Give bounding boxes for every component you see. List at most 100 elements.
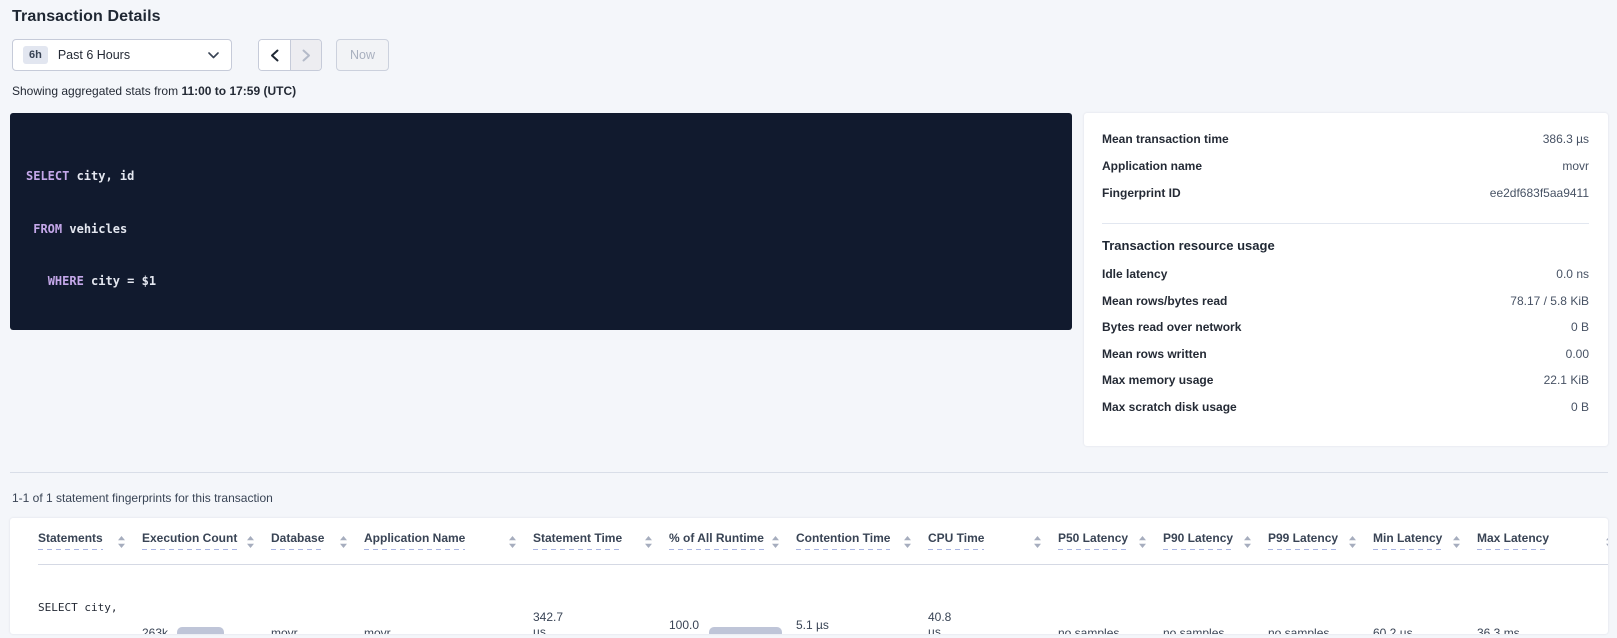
chevron-left-icon — [270, 49, 279, 62]
database-cell: movr — [271, 564, 364, 634]
summary-label: Max memory usage — [1102, 373, 1214, 387]
sort-icon[interactable] — [644, 536, 653, 548]
summary-row: Mean transaction time 386.3 µs — [1102, 132, 1589, 159]
statements-table-card: Statements Execution Count Database Appl… — [10, 518, 1608, 634]
summary-label: Mean rows written — [1102, 346, 1207, 361]
time-range-badge: 6h — [23, 46, 48, 64]
summary-value: 0.00 — [1565, 346, 1589, 361]
sort-icon[interactable] — [1243, 536, 1252, 548]
statements-table: Statements Execution Count Database Appl… — [38, 518, 1608, 634]
sort-icon[interactable] — [1138, 536, 1147, 548]
statement-time-unit: µs — [533, 625, 546, 634]
summary-label: Fingerprint ID — [1102, 186, 1181, 200]
statement-time-value: 342.7 — [533, 610, 564, 624]
statement-link[interactable]: SELECT city, id FROM… — [38, 600, 118, 614]
section-divider — [10, 472, 1608, 473]
column-header-pct-runtime[interactable]: % of All Runtime — [669, 518, 796, 565]
previous-interval-button[interactable] — [259, 40, 290, 70]
column-header-p99-latency[interactable]: P99 Latency — [1268, 518, 1373, 565]
aggregation-range-value: 11:00 to 17:59 (UTC) — [181, 84, 297, 98]
execution-count-cell: 263k — [142, 564, 271, 634]
statement-time-cell: 342.7 µs — [533, 564, 669, 634]
sort-icon[interactable] — [771, 536, 780, 548]
chevron-right-icon — [302, 49, 311, 62]
summary-label: Max scratch disk usage — [1102, 399, 1237, 414]
now-button[interactable]: Now — [336, 39, 390, 71]
time-range-dropdown[interactable]: 6h Past 6 Hours — [12, 39, 232, 71]
column-header-application-name[interactable]: Application Name — [364, 518, 533, 565]
statement-cell: SELECT city, id FROM… — [38, 564, 142, 634]
column-header-execution-count[interactable]: Execution Count — [142, 518, 271, 565]
sort-icon[interactable] — [1033, 536, 1042, 548]
statements-caption: 1-1 of 1 statement fingerprints for this… — [12, 491, 273, 505]
sort-icon[interactable] — [903, 536, 912, 548]
column-header-max-latency[interactable]: Max Latency — [1477, 518, 1608, 565]
sort-icon[interactable] — [246, 536, 255, 548]
p50-latency-cell: no samples — [1058, 564, 1163, 634]
page-title: Transaction Details — [12, 8, 161, 25]
column-header-p50-latency[interactable]: P50 Latency — [1058, 518, 1163, 565]
column-header-database[interactable]: Database — [271, 518, 364, 565]
time-nav-group — [258, 39, 322, 71]
sort-icon[interactable] — [339, 536, 348, 548]
transaction-summary-card: Mean transaction time 386.3 µs Applicati… — [1084, 113, 1608, 446]
summary-value: 386.3 µs — [1542, 132, 1589, 146]
cpu-time-value: 40.8 — [928, 610, 952, 624]
min-latency-cell: 60.2 µs — [1373, 564, 1477, 634]
summary-label: Application name — [1102, 159, 1203, 173]
sort-icon[interactable] — [117, 536, 126, 548]
execution-count-bar — [177, 626, 225, 634]
summary-label: Mean transaction time — [1102, 132, 1229, 146]
column-header-cpu-time[interactable]: CPU Time — [928, 518, 1058, 565]
summary-row: Max scratch disk usage 0 B — [1102, 400, 1589, 427]
pct-runtime-bar — [709, 627, 782, 634]
summary-row: Max memory usage 22.1 KiB — [1102, 373, 1589, 400]
application-name-cell: movr — [364, 564, 533, 634]
summary-value: 0 B — [1570, 399, 1589, 414]
sort-icon[interactable] — [1452, 536, 1461, 548]
column-header-statement-time[interactable]: Statement Time — [533, 518, 669, 565]
column-header-statements[interactable]: Statements — [38, 518, 142, 565]
sql-line: FROM vehicles — [33, 221, 128, 236]
summary-row: Mean rows written 0.00 — [1102, 347, 1589, 374]
time-picker-row: 6h Past 6 Hours Now — [12, 39, 1608, 71]
sort-icon[interactable] — [1605, 536, 1608, 548]
chevron-down-icon — [208, 51, 219, 59]
aggregation-range-text: Showing aggregated stats from 11:00 to 1… — [12, 84, 1608, 98]
summary-row: Application name movr — [1102, 159, 1589, 186]
pct-runtime-unit: % — [669, 633, 699, 635]
cpu-time-unit: µs — [928, 625, 941, 634]
column-header-p90-latency[interactable]: P90 Latency — [1163, 518, 1268, 565]
top-section: SELECT city, id FROM vehicles WHERE city… — [10, 113, 1608, 446]
sort-icon[interactable] — [1348, 536, 1357, 548]
summary-row: Idle latency 0.0 ns — [1102, 267, 1589, 294]
max-latency-cell: 36.3 ms — [1477, 564, 1608, 634]
summary-label: Bytes read over network — [1102, 320, 1242, 334]
summary-value: 0.0 ns — [1556, 267, 1589, 281]
aggregation-range-prefix: Showing aggregated stats from — [12, 84, 182, 98]
p90-latency-cell: no samples — [1163, 564, 1268, 634]
contention-time-value: 5.1 µs — [796, 617, 829, 632]
summary-label: Idle latency — [1102, 267, 1168, 281]
sql-line: SELECT city, id — [26, 169, 135, 183]
table-header-row: Statements Execution Count Database Appl… — [38, 518, 1608, 565]
sql-line: WHERE city = $1 — [47, 274, 157, 288]
time-range-label: Past 6 Hours — [57, 48, 131, 62]
sort-icon[interactable] — [508, 536, 517, 548]
summary-value: 22.1 KiB — [1543, 373, 1589, 387]
next-interval-button[interactable] — [290, 40, 321, 70]
column-header-contention-time[interactable]: Contention Time — [796, 518, 928, 565]
summary-value: ee2df683f5aa9411 — [1489, 186, 1589, 200]
column-header-min-latency[interactable]: Min Latency — [1373, 518, 1477, 565]
summary-label: Mean rows/bytes read — [1102, 293, 1228, 308]
summary-row: Bytes read over network 0 B — [1102, 320, 1589, 347]
pct-runtime-value: 100.0 — [669, 617, 700, 632]
summary-value: 78.17 / 5.8 KiB — [1510, 293, 1589, 308]
p99-latency-cell: no samples — [1268, 564, 1373, 634]
summary-row: Mean rows/bytes read 78.17 / 5.8 KiB — [1102, 294, 1589, 321]
resource-usage-title: Transaction resource usage — [1102, 238, 1275, 253]
summary-divider — [1102, 223, 1589, 224]
contention-time-cell: 5.1 µs — [796, 564, 928, 634]
sql-statement-box: SELECT city, id FROM vehicles WHERE city… — [10, 113, 1072, 330]
